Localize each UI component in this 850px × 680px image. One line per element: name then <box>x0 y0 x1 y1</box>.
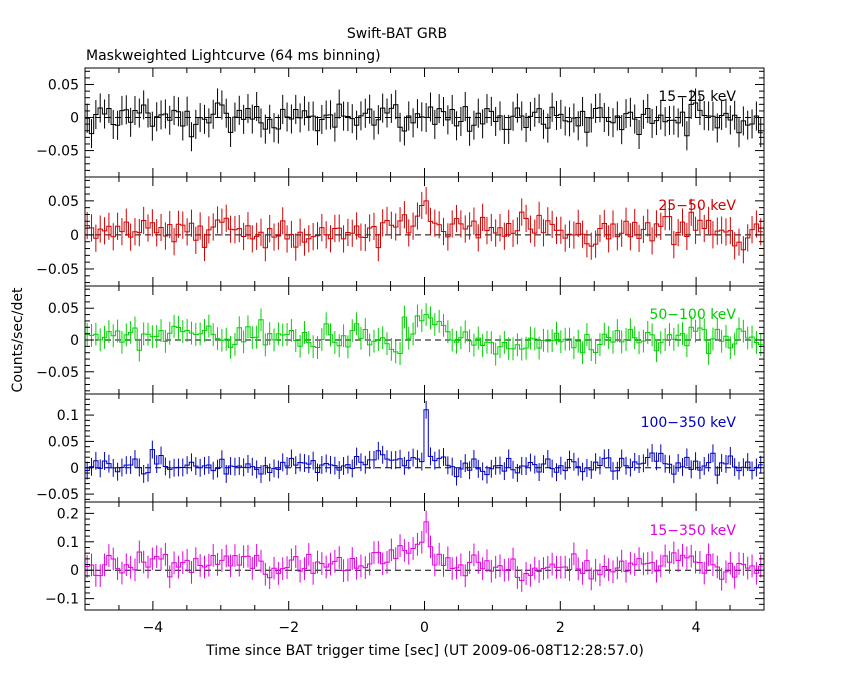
x-tick-label: −2 <box>278 620 299 636</box>
panel-15-25-kev <box>85 88 764 152</box>
y-tick-label: 0 <box>70 333 79 349</box>
y-tick-label: 0.05 <box>48 194 79 210</box>
y-tick-label: 0.05 <box>48 434 79 450</box>
panels: 0.05 0 −0.05 15−25 keV 0.05 0 −0.05 25−50 keV 0.… <box>36 67 765 636</box>
panel-25-50-kev <box>85 187 764 264</box>
series-line <box>85 521 763 582</box>
y-tick-label: 0.2 <box>57 506 79 522</box>
y-axis-label: Counts/sec/det <box>10 287 26 392</box>
y-tick-label: −0.05 <box>36 487 79 503</box>
band-label: 25−50 keV <box>658 198 736 214</box>
x-axis-label: Time since BAT trigger time [sec] (UT 20… <box>205 643 644 659</box>
y-tick-label: 0 <box>70 228 79 244</box>
panel-100-350-kev <box>85 400 764 486</box>
y-tick-label: 0 <box>70 563 79 579</box>
y-tick-label: −0.05 <box>36 144 79 160</box>
panel-15-350-kev <box>85 510 764 592</box>
series-line <box>85 200 763 251</box>
y-tick-label: 0.05 <box>48 301 79 317</box>
x-tick-label: 2 <box>556 620 565 636</box>
y-tick-label: 0 <box>70 111 79 127</box>
y-tick-label: −0.05 <box>36 262 79 278</box>
y-tick-label: −0.05 <box>36 365 79 381</box>
y-tick-label: 0 <box>70 461 79 477</box>
y-tick-label: 0.1 <box>57 408 79 424</box>
series-line <box>85 102 763 138</box>
chart-title: Swift-BAT GRB <box>347 26 447 42</box>
y-tick-label: 0.05 <box>48 78 79 94</box>
band-label: 50−100 keV <box>649 307 736 323</box>
x-tick-label: 0 <box>420 620 429 636</box>
series-line <box>85 314 763 355</box>
y-tick-label: −0.1 <box>45 592 79 608</box>
x-tick-label: 4 <box>692 620 701 636</box>
panel-50-100-kev <box>85 303 764 366</box>
y-tick-label: 0.1 <box>57 535 79 551</box>
band-label: 15−25 keV <box>658 89 736 105</box>
band-label: 100−350 keV <box>641 415 737 431</box>
band-label: 15−350 keV <box>649 523 736 539</box>
series-line <box>85 409 763 478</box>
x-tick-label: −4 <box>143 620 164 636</box>
chart-subtitle: Maskweighted Lightcurve (64 ms binning) <box>86 48 381 64</box>
